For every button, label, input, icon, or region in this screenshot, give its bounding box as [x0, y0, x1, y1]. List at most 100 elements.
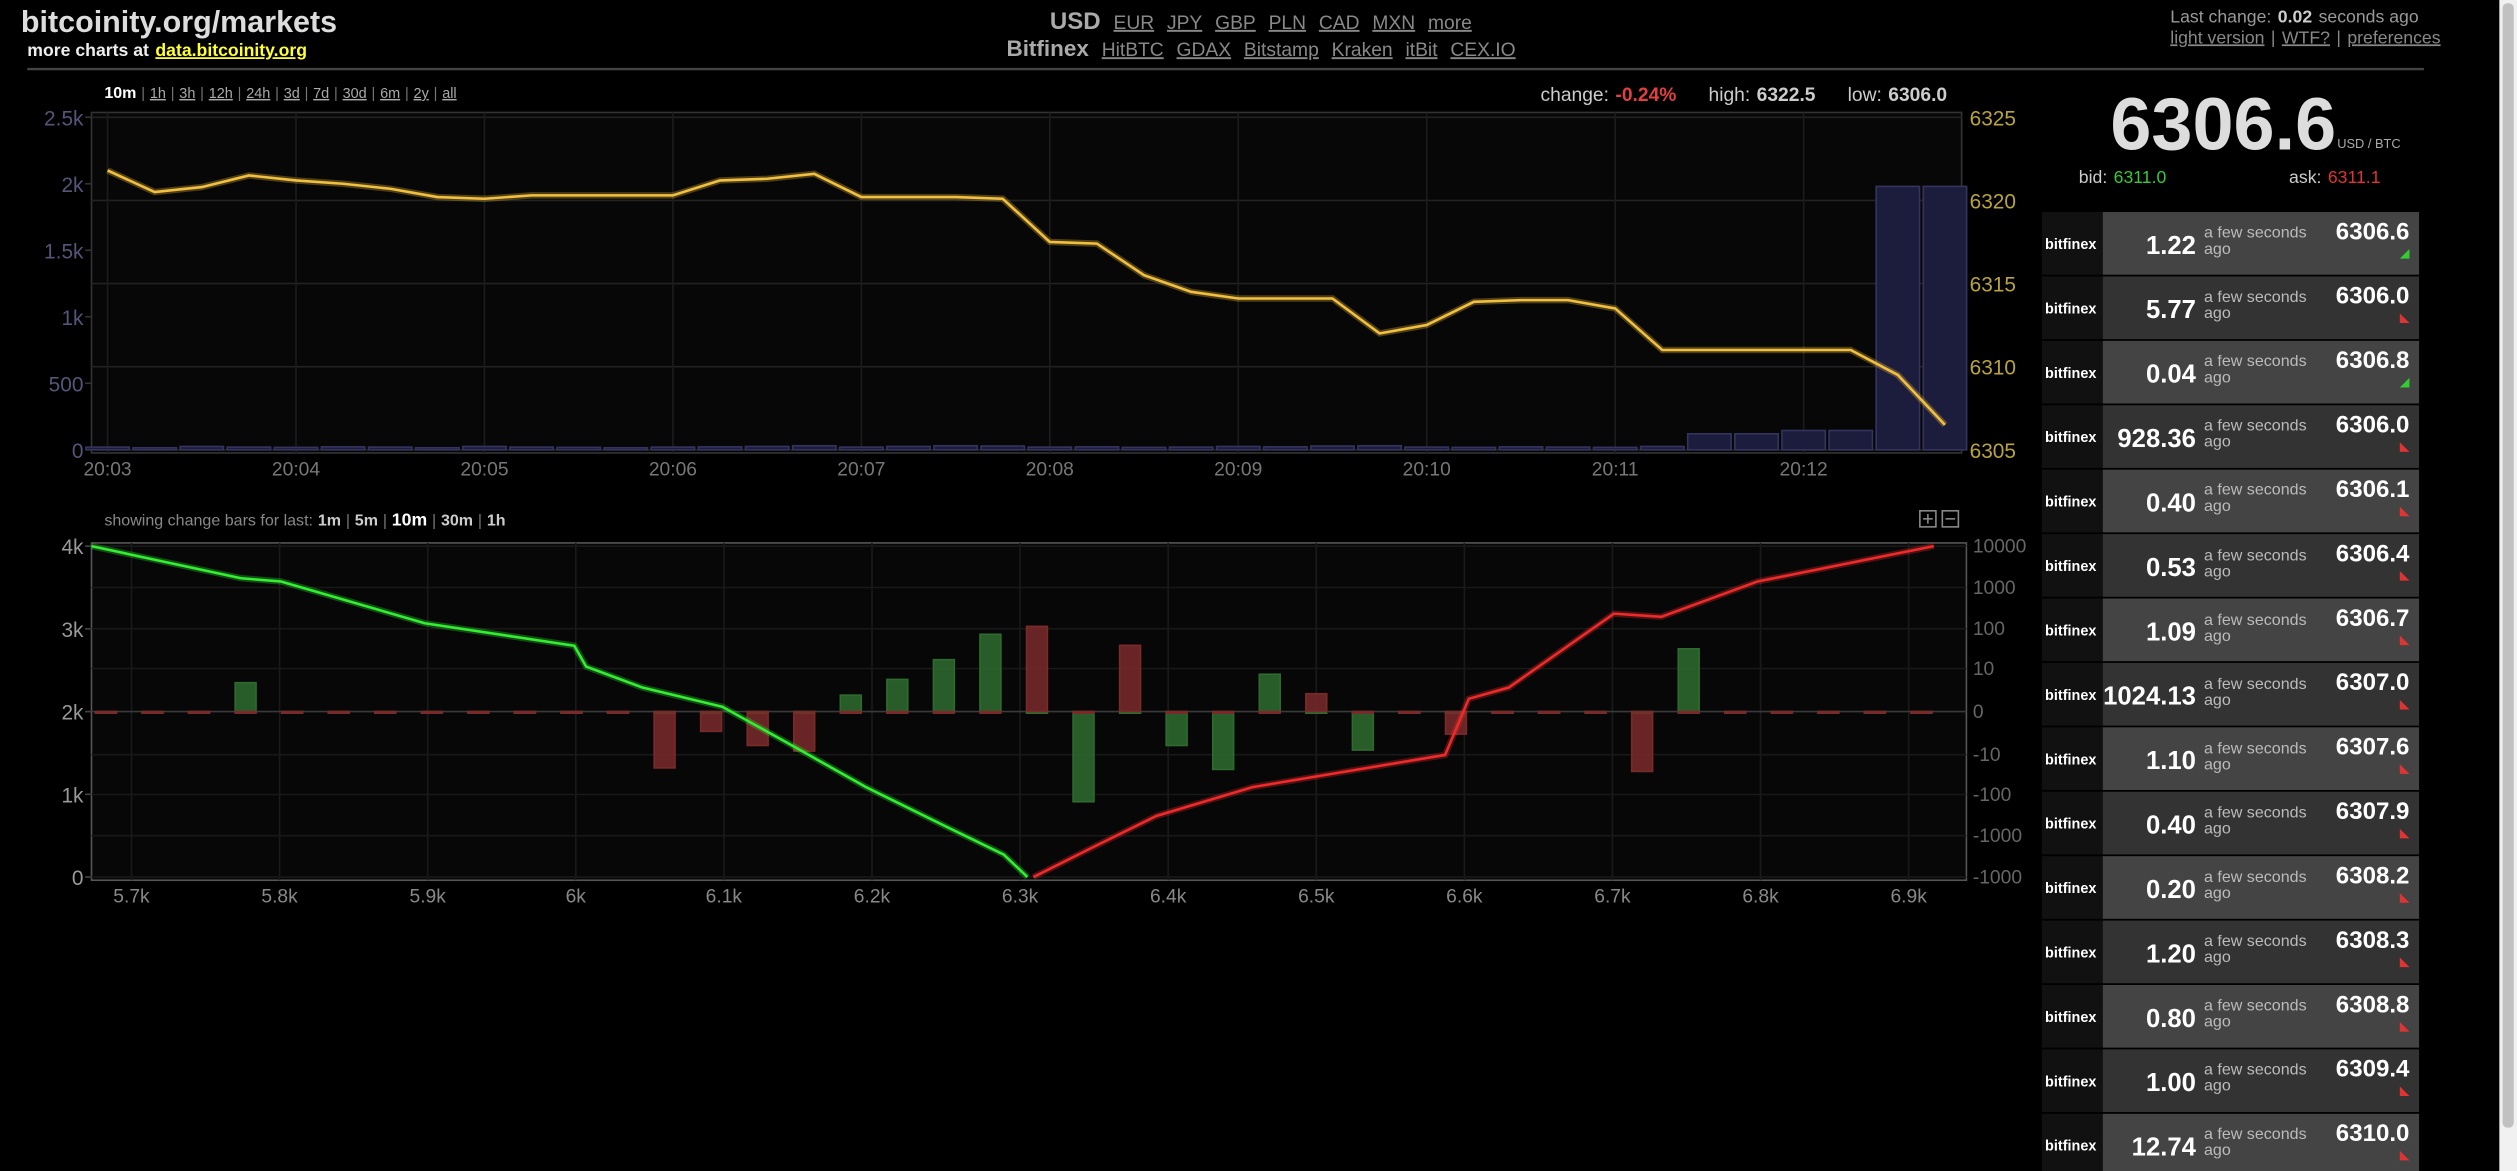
volume-bar: [461, 445, 507, 451]
change-range-option[interactable]: 5m: [355, 511, 378, 529]
change-bar: [746, 710, 769, 747]
range-option[interactable]: 6m: [380, 86, 400, 102]
last-price: 6306.6: [2110, 82, 2336, 165]
y-tick-label: 0: [72, 867, 84, 890]
currency-selected: USD: [1050, 8, 1101, 35]
zoom-out-button[interactable]: [1941, 510, 1960, 528]
volume-bar: [1451, 446, 1497, 451]
range-option[interactable]: 7d: [313, 86, 329, 102]
zoom-in-button[interactable]: [1919, 510, 1937, 528]
header-link[interactable]: light version: [2170, 27, 2264, 47]
change-bar: [839, 710, 863, 715]
trade-cell-bg: [2102, 791, 2420, 855]
currency-bar: USD EUR JPY GBP PLN CAD MXN more: [1050, 8, 1472, 35]
change-bar: [1211, 710, 1235, 771]
y-tick-label: 1.5k: [44, 240, 84, 263]
exchange-link[interactable]: GDAX: [1177, 40, 1232, 61]
change-bar: [1351, 710, 1375, 715]
trade-price: 6307.9: [2336, 798, 2410, 825]
trade-amount: 1.10: [2146, 747, 2196, 775]
volume-bar: [1734, 433, 1779, 451]
currency-link[interactable]: EUR: [1113, 13, 1154, 34]
trade-exchange: bitfinex: [2045, 430, 2096, 446]
trade-time: a few seconds ago: [2203, 290, 2307, 324]
volume-bar: [1922, 185, 1968, 451]
currency-link[interactable]: JPY: [1167, 13, 1202, 34]
trade-amount: 1.22: [2146, 232, 2196, 260]
separator: |: [334, 86, 338, 102]
trade-cell-bg: [2102, 1049, 2420, 1113]
volume-bar: [226, 446, 272, 451]
x-tick-label: 6.1k: [706, 887, 743, 908]
trade-price: 6306.0: [2336, 283, 2410, 310]
ask-value: 6311.1: [2328, 167, 2381, 187]
exchange-link[interactable]: Kraken: [1332, 40, 1393, 61]
header-link[interactable]: preferences: [2347, 27, 2440, 47]
range-option[interactable]: 3d: [284, 86, 300, 102]
change-bar: [1537, 710, 1561, 715]
volume-bar: [85, 446, 131, 451]
y2-tick-label: 10: [1973, 659, 1994, 680]
trade-time: a few seconds ago: [2203, 419, 2307, 452]
range-option[interactable]: 2y: [414, 86, 430, 102]
trade-time: a few seconds ago: [2203, 870, 2307, 903]
currency-link[interactable]: MXN: [1372, 13, 1415, 34]
y-tick-label: 1k: [61, 784, 84, 807]
scrollbar-thumb[interactable]: [2502, 3, 2514, 1128]
last-change: Last change: 0.02 seconds ago: [2170, 6, 2419, 26]
change-bar: [467, 710, 490, 715]
change-bar: [606, 710, 630, 715]
exchange-link[interactable]: CEX.IO: [1450, 40, 1515, 61]
y2-tick-label: -10: [1973, 745, 2001, 766]
change-bar: [932, 658, 956, 713]
separator: |: [383, 511, 387, 529]
y-tick-label: 3k: [61, 619, 84, 642]
volume-bar: [697, 446, 743, 451]
header-link[interactable]: WTF?: [2282, 27, 2330, 47]
change-range-selected: 10m: [392, 509, 427, 529]
trade-amount: 12.74: [2132, 1134, 2197, 1162]
trade-price: 6307.0: [2336, 669, 2410, 696]
more-charts: more charts at data.bitcoinity.org: [27, 40, 307, 60]
change-bar: [1724, 710, 1747, 715]
volume-bar: [1168, 446, 1214, 451]
change-range-option[interactable]: 30m: [441, 511, 473, 529]
trade-cell-bg: [2102, 534, 2420, 597]
trend-icon: [2399, 893, 2410, 903]
header-links: light version | WTF? | preferences: [2170, 27, 2440, 47]
change-bar: [1211, 710, 1235, 715]
exchange-link[interactable]: itBit: [1405, 40, 1438, 61]
data-link[interactable]: data.bitcoinity.org: [155, 40, 307, 60]
volume-bar: [509, 446, 555, 451]
trade-cell-bg: [2102, 340, 2420, 404]
change-range-option[interactable]: 1h: [487, 511, 506, 529]
change-range-option[interactable]: 1m: [318, 511, 341, 529]
y-tick-label: 2.5k: [44, 107, 84, 130]
exchange-link[interactable]: Bitstamp: [1244, 40, 1319, 61]
range-option[interactable]: all: [442, 86, 456, 102]
currency-link[interactable]: CAD: [1319, 13, 1360, 34]
y2-tick-label: 10000: [1973, 537, 2027, 558]
change-bar: [280, 710, 304, 715]
range-option[interactable]: 1h: [150, 86, 166, 102]
exchange-link[interactable]: HitBTC: [1102, 40, 1164, 61]
trade-time-box: a few seconds ago: [2204, 484, 2307, 515]
range-option[interactable]: 24h: [246, 86, 270, 102]
volume-bar: [1686, 433, 1732, 451]
volume-bar: [1592, 446, 1638, 451]
currency-link[interactable]: GBP: [1215, 13, 1256, 34]
trade-exchange: bitfinex: [2045, 301, 2096, 317]
x-tick-label: 20:12: [1780, 459, 1828, 480]
site-title: bitcoinity.org/markets: [21, 5, 337, 39]
currency-link[interactable]: more: [1428, 13, 1472, 34]
trade-amount: 0.40: [2146, 812, 2196, 840]
last-change-label: Last change:: [2170, 6, 2271, 26]
trade-cell-bg: [2102, 984, 2420, 1048]
currency-link[interactable]: PLN: [1269, 13, 1306, 34]
range-option[interactable]: 30d: [343, 86, 367, 102]
trade-row: bitfinex 1.10 a few seconds ago 6307.6: [2041, 727, 2420, 790]
range-option[interactable]: 12h: [209, 86, 233, 102]
x-tick-label: 6.6k: [1446, 887, 1483, 908]
trade-time: a few seconds ago: [2203, 935, 2307, 968]
range-option[interactable]: 3h: [179, 86, 195, 102]
